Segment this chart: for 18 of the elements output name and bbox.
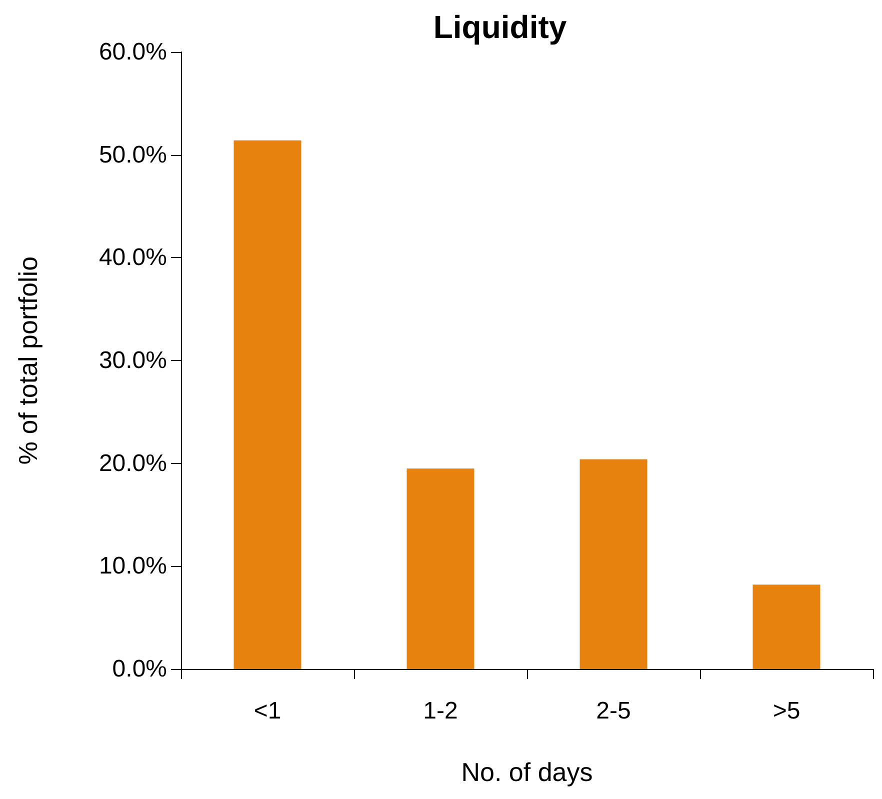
bar bbox=[406, 468, 474, 669]
y-tick-label: 50.0% bbox=[98, 141, 167, 168]
x-tick-label: <1 bbox=[254, 698, 282, 724]
y-tick-label: 10.0% bbox=[98, 552, 167, 580]
bar bbox=[234, 140, 302, 669]
bar bbox=[580, 459, 648, 669]
y-tick-label: 30.0% bbox=[98, 347, 167, 374]
x-tick-label: >5 bbox=[772, 698, 800, 724]
bar bbox=[752, 584, 820, 669]
x-axis-title: No. of days bbox=[461, 757, 593, 787]
x-tick-label: 1-2 bbox=[423, 698, 458, 724]
y-tick-label: 60.0% bbox=[98, 38, 167, 66]
y-tick-label: 20.0% bbox=[98, 450, 167, 477]
x-tick-label: 2-5 bbox=[596, 698, 631, 724]
y-axis-title: % of total portfolio bbox=[13, 256, 43, 465]
y-tick-label: 0.0% bbox=[112, 656, 167, 682]
y-tick-label: 40.0% bbox=[98, 244, 167, 272]
chart-title: Liquidity bbox=[433, 9, 567, 45]
